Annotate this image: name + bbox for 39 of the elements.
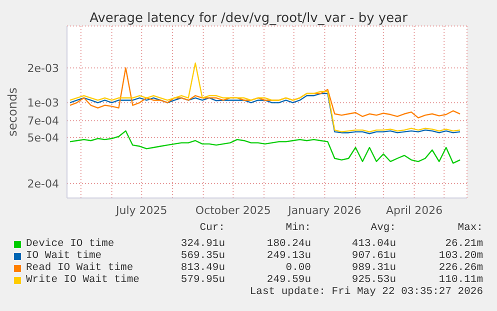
text: Cur:: [200, 222, 225, 234]
text: 103.20m: [438, 250, 483, 262]
x-tick-label: April 2026: [386, 204, 443, 217]
text: 110.11m: [438, 274, 483, 286]
legend-label: Read IO Wait time: [26, 262, 134, 274]
text: 413.04u: [352, 238, 396, 250]
text: 226.26m: [438, 262, 483, 274]
text: 579.95u: [180, 274, 225, 286]
text: 569.35u: [180, 250, 225, 262]
legend-label: Write IO Wait time: [26, 274, 140, 286]
text: Max:: [458, 222, 483, 234]
x-tick-label: July 2025: [114, 204, 168, 217]
text: 324.91u: [180, 238, 225, 250]
text: Min:: [286, 222, 311, 234]
line-series: [69, 130, 461, 164]
text: 813.49u: [180, 262, 225, 274]
y-tick-label: 7e-04: [27, 114, 59, 128]
text: 925.53u: [352, 274, 396, 286]
legend-label: IO Wait time: [26, 250, 102, 262]
text: Last update: Fri May 22 03:35:27 2026: [250, 286, 483, 298]
line-series: [69, 62, 461, 132]
y-tick-label: 2e-04: [27, 177, 59, 190]
text: 989.31u: [352, 262, 396, 274]
y-tick-label: 2e-03: [27, 62, 59, 75]
text: 0.00: [286, 262, 311, 274]
text: 26.21m: [445, 238, 483, 250]
text: 249.59u: [266, 274, 311, 286]
y-tick-label: 5e-04: [27, 131, 59, 144]
x-tick-label: October 2025: [195, 204, 271, 217]
text: Avg:: [370, 222, 396, 234]
text: 907.61u: [352, 250, 396, 262]
chart-title: Average latency for /dev/vg_root/lv_var - by year: [88, 11, 408, 26]
x-tick-label: January 2026: [287, 204, 362, 217]
y-axis-title: seconds: [5, 87, 20, 137]
line-series: [69, 92, 461, 134]
y-tick-label: 1e-03: [27, 96, 59, 110]
text: 249.13u: [266, 250, 311, 262]
legend-label: Device IO time: [26, 238, 114, 250]
text: 180.24u: [266, 238, 311, 250]
